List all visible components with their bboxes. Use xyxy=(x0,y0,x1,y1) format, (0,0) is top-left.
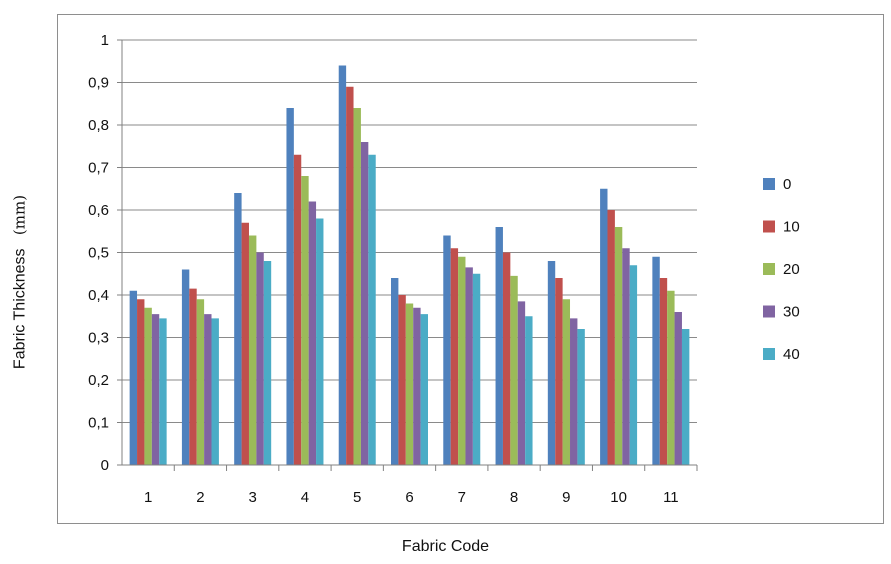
bar xyxy=(189,288,197,465)
legend-label: 0 xyxy=(783,176,791,193)
x-tick-label: 8 xyxy=(510,489,518,506)
y-tick-label: 0,5 xyxy=(88,245,109,262)
bar xyxy=(465,267,473,465)
legend-label: 30 xyxy=(783,304,800,321)
y-axis-title: Fabric Thickness (mm) xyxy=(11,195,30,369)
bar xyxy=(353,108,361,465)
bar xyxy=(181,269,190,465)
bar xyxy=(263,261,272,465)
bar xyxy=(570,318,578,465)
bar xyxy=(293,154,302,465)
y-tick-label: 0,7 xyxy=(88,160,109,177)
x-axis-title: Fabric Code xyxy=(401,538,490,555)
bar xyxy=(495,227,503,465)
bar xyxy=(547,261,556,465)
bar xyxy=(600,188,608,465)
bar xyxy=(241,222,249,465)
y-tick-label: 0,6 xyxy=(88,202,109,219)
bar xyxy=(137,299,145,465)
y-tick-label: 0,2 xyxy=(88,372,109,389)
bar xyxy=(346,86,354,465)
x-tick-label: 10 xyxy=(610,489,627,506)
bar xyxy=(577,329,585,465)
x-tick-label: 5 xyxy=(353,489,361,506)
bar xyxy=(211,318,219,465)
x-tick-label: 3 xyxy=(249,489,257,506)
y-tick-label: 0 xyxy=(101,457,109,474)
y-tick-label: 0,8 xyxy=(88,117,109,134)
bar xyxy=(144,307,152,465)
bar xyxy=(234,193,242,465)
x-tick-label: 1 xyxy=(144,489,152,506)
bar xyxy=(450,248,459,465)
bar xyxy=(681,329,690,465)
bar xyxy=(405,303,414,465)
x-tick-label: 6 xyxy=(405,489,413,506)
y-axis-label: Fabric Thickness xyxy=(11,248,29,370)
bar xyxy=(614,227,623,465)
bar xyxy=(502,252,511,465)
bar xyxy=(607,210,615,465)
legend-swatch xyxy=(763,263,775,275)
bar xyxy=(652,256,660,465)
y-tick-label: 0,9 xyxy=(88,75,109,92)
bar xyxy=(248,235,257,465)
bar xyxy=(667,290,675,465)
x-tick-label: 4 xyxy=(301,489,309,506)
legend-swatch xyxy=(763,348,775,360)
bar xyxy=(151,314,160,465)
y-axis-unit: (mm) xyxy=(10,194,29,236)
x-tick-label: 2 xyxy=(196,489,204,506)
bar xyxy=(555,278,563,465)
bar xyxy=(256,252,264,465)
bar xyxy=(525,316,533,465)
bar xyxy=(316,218,324,465)
y-tick-label: 0,1 xyxy=(88,415,109,432)
bar xyxy=(398,295,406,465)
bar xyxy=(472,273,481,465)
bar xyxy=(510,275,518,465)
legend-swatch xyxy=(763,305,775,318)
legend-label: 20 xyxy=(783,261,800,278)
bar xyxy=(622,248,630,465)
bar xyxy=(413,307,421,465)
legend-label: 10 xyxy=(783,219,800,236)
legend-swatch xyxy=(763,178,775,190)
bar xyxy=(308,201,317,465)
bar xyxy=(659,278,668,465)
bar xyxy=(562,299,571,465)
bar xyxy=(458,256,466,465)
legend-label: 40 xyxy=(783,346,800,363)
x-tick-label: 11 xyxy=(663,489,679,506)
y-tick-label: 0,4 xyxy=(88,287,109,304)
bar xyxy=(196,299,205,465)
x-tick-label: 9 xyxy=(562,489,570,506)
y-tick-label: 1 xyxy=(101,32,109,49)
x-tick-label: 7 xyxy=(458,489,466,506)
bar xyxy=(391,278,399,465)
bar xyxy=(301,176,309,465)
bar xyxy=(674,312,682,465)
bar xyxy=(368,154,376,465)
y-tick-label: 0,3 xyxy=(88,330,109,347)
bar xyxy=(338,65,347,465)
bar xyxy=(420,314,428,465)
legend-swatch xyxy=(763,220,775,233)
bar xyxy=(443,235,451,465)
bar xyxy=(517,301,526,465)
bar xyxy=(129,290,138,465)
bar xyxy=(629,265,638,465)
bar xyxy=(286,108,294,465)
bar xyxy=(159,318,167,465)
bar xyxy=(360,142,369,465)
bar xyxy=(204,314,212,465)
